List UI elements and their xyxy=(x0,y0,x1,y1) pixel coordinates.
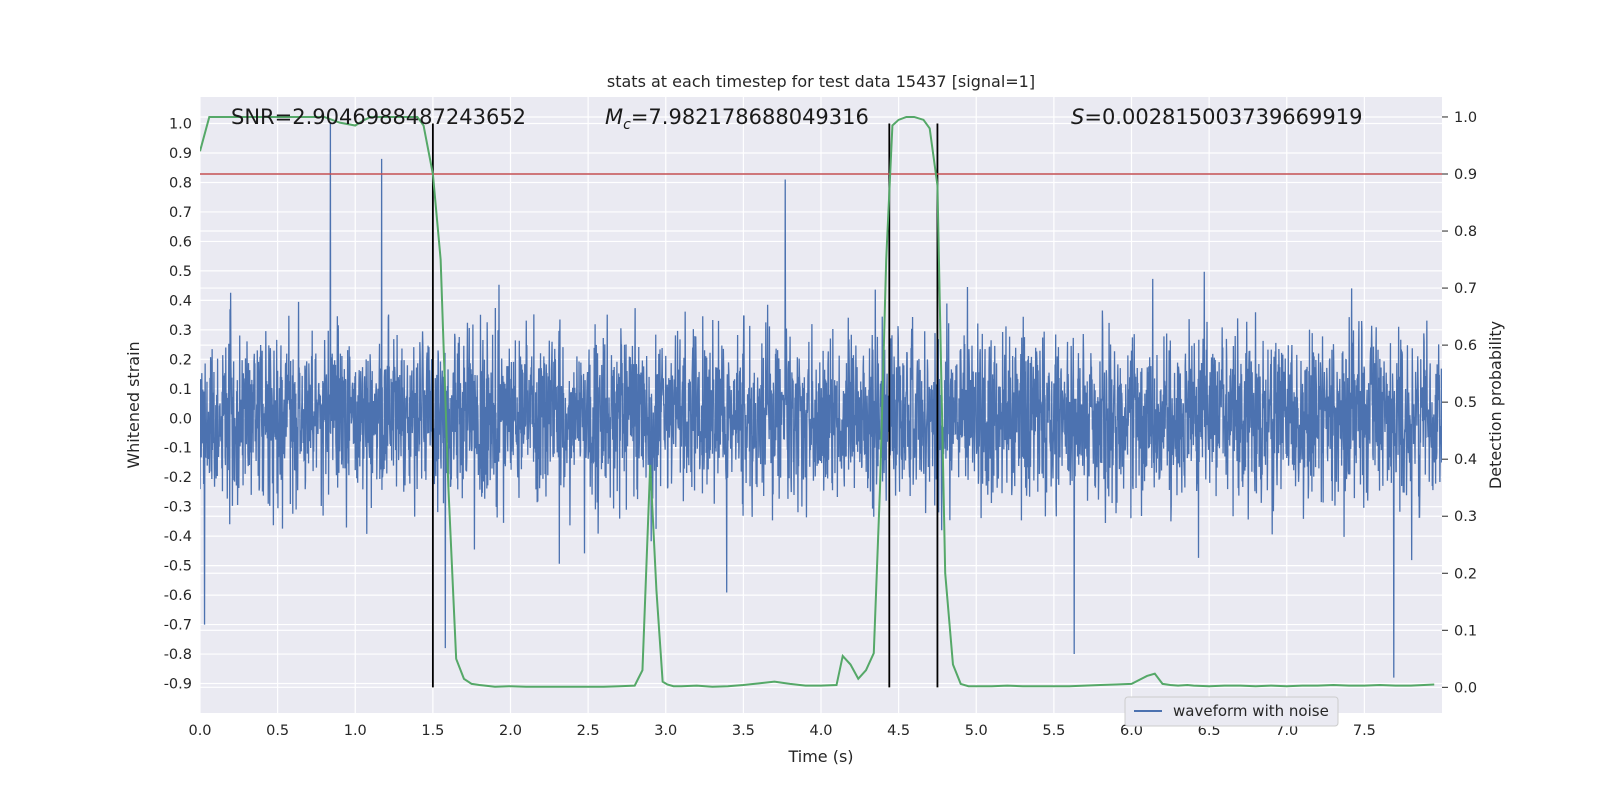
x-tick-label: 6.5 xyxy=(1198,723,1221,739)
s-value: =0.002815003739669919 xyxy=(1084,105,1362,129)
mc-annotation: Mc=7.982178688049316 xyxy=(605,105,869,133)
y-right-tick-label: 0.1 xyxy=(1454,623,1477,639)
x-tick-label: 4.0 xyxy=(809,723,832,739)
detection-probability-series-line xyxy=(200,115,1435,688)
mc-value: =7.982178688049316 xyxy=(631,105,869,129)
y-left-tick-label: 0.9 xyxy=(169,146,192,162)
y-right-tick-label: 0.6 xyxy=(1454,338,1477,354)
y-right-tick-label: 0.4 xyxy=(1454,452,1477,468)
y-left-tick-label: -0.2 xyxy=(164,470,192,486)
y-left-tick-label: -0.3 xyxy=(164,500,192,516)
x-axis-ticks: 0.0 0.5 1.0 1.5 2.0 2.5 3.0 3.5 4.0 4.5 5.0 5.5 6.0 6… xyxy=(188,723,1375,739)
y-right-tick-label: 0.2 xyxy=(1454,566,1477,582)
y-right-tick-label: 0.8 xyxy=(1454,224,1477,240)
x-tick-label: 4.5 xyxy=(887,723,910,739)
y-left-tick-label: 0.1 xyxy=(169,382,192,398)
y-left-tick-label: 0.8 xyxy=(169,175,192,191)
x-tick-label: 7.0 xyxy=(1275,723,1298,739)
y-right-tick-label: 0.5 xyxy=(1454,395,1477,411)
legend: waveform with noise xyxy=(1124,696,1339,727)
x-tick-label: 6.0 xyxy=(1120,723,1143,739)
y-axis-left-ticks: -0.9 -0.8 -0.7 -0.6 -0.5 -0.4 -0.3 -0.2 -0.1 0.0 0… xyxy=(164,117,192,693)
y-left-tick-label: -0.1 xyxy=(164,441,192,457)
snr-annotation: SNR=2.9046988487243652 xyxy=(231,105,526,129)
y-right-tick-label: 0.7 xyxy=(1454,281,1477,297)
y-left-tick-label: 0.0 xyxy=(169,411,192,427)
y-left-tick-label: 0.7 xyxy=(169,205,192,221)
x-tick-label: 0.0 xyxy=(188,723,211,739)
x-tick-label: 1.5 xyxy=(421,723,444,739)
y-right-tick-label: 0.0 xyxy=(1454,680,1477,696)
legend-label-waveform: waveform with noise xyxy=(1173,702,1329,720)
x-tick-label: 0.5 xyxy=(266,723,289,739)
y-axis-left-label: Whitened strain xyxy=(124,341,143,468)
mc-label: M xyxy=(605,105,623,129)
y-right-tick-label: 1.0 xyxy=(1454,110,1477,126)
x-tick-label: 5.0 xyxy=(965,723,988,739)
y-right-tick-label: 0.9 xyxy=(1454,167,1477,183)
y-left-tick-label: -0.9 xyxy=(164,677,192,693)
y-left-tick-label: -0.4 xyxy=(164,529,192,545)
y-left-tick-label: 1.0 xyxy=(169,117,192,133)
y-left-tick-label: 0.6 xyxy=(169,234,192,250)
x-tick-label: 2.5 xyxy=(577,723,600,739)
y-axis-right-label: Detection probability xyxy=(1486,321,1505,489)
legend-box xyxy=(1124,696,1339,727)
mc-subscript: c xyxy=(623,117,631,133)
y-left-tick-label: 0.2 xyxy=(169,352,192,368)
y-left-tick-label: -0.5 xyxy=(164,559,192,575)
x-tick-label: 2.0 xyxy=(499,723,522,739)
x-tick-label: 5.5 xyxy=(1042,723,1065,739)
x-tick-label: 3.5 xyxy=(732,723,755,739)
x-tick-label: 1.0 xyxy=(344,723,367,739)
s-annotation: S=0.002815003739669919 xyxy=(1071,105,1362,129)
snr-value: =2.9046988487243652 xyxy=(275,105,526,129)
s-label: S xyxy=(1071,105,1084,129)
y-axis-right-ticks: 0.0 0.1 0.2 0.3 0.4 0.5 0.6 0.7 0.8 0.9 1.0 xyxy=(1442,110,1477,696)
chart-title: stats at each timestep for test data 154… xyxy=(607,72,1035,91)
snr-label: SNR xyxy=(231,105,275,129)
x-axis-label: Time (s) xyxy=(787,747,853,766)
x-tick-label: 3.0 xyxy=(654,723,677,739)
y-right-tick-label: 0.3 xyxy=(1454,509,1477,525)
waveform-series-line xyxy=(200,123,1442,678)
y-left-tick-label: -0.8 xyxy=(164,647,192,663)
y-left-tick-label: 0.5 xyxy=(169,264,192,280)
y-left-tick-label: 0.3 xyxy=(169,323,192,339)
y-left-tick-label: -0.7 xyxy=(164,618,192,634)
y-left-tick-label: 0.4 xyxy=(169,293,192,309)
x-tick-label: 7.5 xyxy=(1353,723,1376,739)
y-left-tick-label: -0.6 xyxy=(164,588,192,604)
